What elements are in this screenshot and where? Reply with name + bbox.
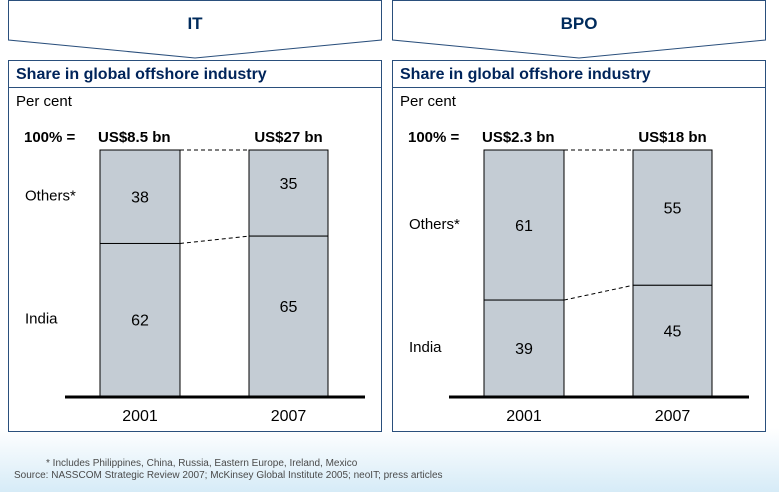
it-connector-split	[179, 235, 250, 244]
bpo-total-2001: US$2.3 bn	[482, 129, 555, 146]
it-total-2001: US$8.5 bn	[98, 129, 171, 146]
it-chart: 100% = 38 62 US$8.5 bn 2001 35 65 US$27 bn 2007 O…	[24, 129, 365, 425]
bpo-header-chevron	[392, 0, 766, 59]
bpo-unit-label: Per cent	[400, 93, 456, 110]
bpo-bar-india-2007	[632, 284, 713, 397]
bpo-subtitle-bar: Share in global offshore industry	[393, 61, 765, 88]
it-total-2007: US$27 bn	[254, 129, 322, 146]
it-bar-others-2001	[99, 149, 181, 244]
it-series-label-others: Others*	[25, 188, 76, 205]
it-unit-label: Per cent	[16, 93, 72, 110]
it-chart-box: Share in global offshore industry Per ce…	[8, 60, 382, 432]
it-label-others-2007: 35	[280, 176, 298, 193]
it-subtitle-bar: Share in global offshore industry	[9, 61, 381, 88]
bpo-bar-india-2001	[483, 299, 565, 397]
it-category-2007: 2007	[271, 408, 307, 425]
bpo-series-label-india: India	[409, 339, 442, 356]
bpo-category-2007: 2007	[655, 408, 691, 425]
source-note: Source: NASSCOM Strategic Review 2007; M…	[14, 470, 443, 481]
it-label-india-2007: 65	[280, 299, 298, 316]
it-category-2001: 2001	[122, 408, 158, 425]
bpo-panel-title: BPO	[560, 14, 598, 33]
bpo-panel: BPO Share in global offshore industry Pe…	[392, 0, 766, 432]
it-series-label-india: India	[25, 311, 58, 328]
it-bar-others-2007	[248, 149, 329, 237]
bpo-bar-others-2001	[483, 149, 565, 301]
bpo-category-2001: 2001	[506, 408, 542, 425]
it-label-others-2001: 38	[131, 190, 149, 207]
bpo-total-prefix: 100% =	[408, 129, 460, 146]
bpo-connector-split	[563, 284, 634, 301]
it-panel-title: IT	[187, 14, 203, 33]
it-bar-india-2007	[248, 235, 329, 397]
it-subtitle: Share in global offshore industry	[16, 66, 267, 83]
bpo-series-label-others: Others*	[409, 216, 460, 233]
it-header-chevron	[8, 0, 382, 59]
bpo-label-india-2001: 39	[515, 341, 533, 358]
it-total-prefix: 100% =	[24, 129, 76, 146]
bpo-chart: 100% = 61 39 US$2.3 bn 2001 55 45 US$18 bn 2007 O…	[408, 129, 749, 425]
bpo-chart-box: Share in global offshore industry Per ce…	[392, 60, 766, 432]
it-panel: IT Share in global offshore industry Per…	[8, 0, 382, 432]
it-bar-india-2001	[99, 242, 181, 397]
it-label-india-2001: 62	[131, 313, 149, 330]
bpo-subtitle: Share in global offshore industry	[400, 66, 651, 83]
bpo-bar-others-2007	[632, 149, 713, 286]
bpo-label-india-2007: 45	[664, 324, 682, 341]
bpo-total-2007: US$18 bn	[638, 129, 706, 146]
footnote: * Includes Philippines, China, Russia, E…	[46, 458, 358, 469]
bpo-label-others-2001: 61	[515, 218, 533, 235]
bpo-label-others-2007: 55	[664, 201, 682, 218]
